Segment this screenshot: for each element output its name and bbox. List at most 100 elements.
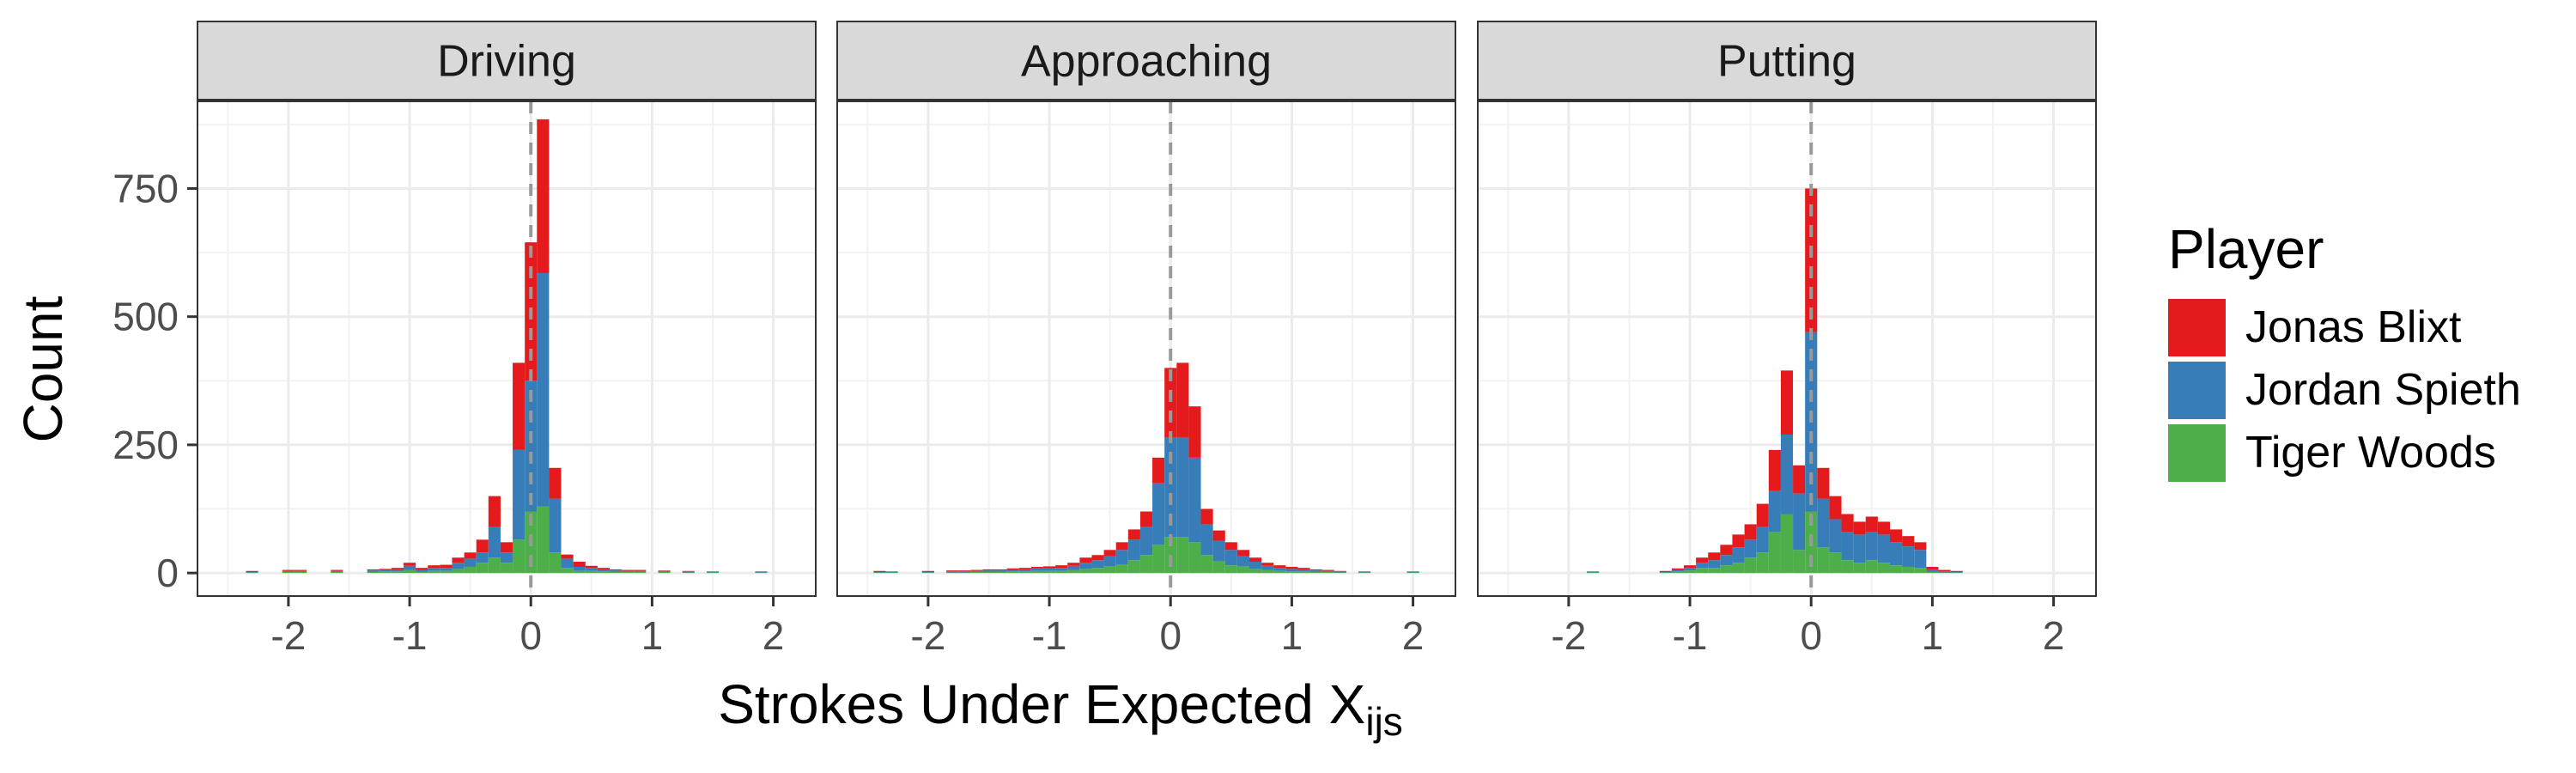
- bar-segment-jonas-blixt: [573, 562, 586, 567]
- bar-segment-jordan-spieth: [1926, 569, 1939, 572]
- bar-segment-tiger-woods: [1152, 545, 1165, 574]
- bar-segment-jonas-blixt: [1732, 534, 1745, 548]
- bar-segment-jonas-blixt: [1224, 542, 1237, 551]
- bar-segment-tiger-woods: [1890, 565, 1903, 574]
- bar-segment-jonas-blixt: [1018, 568, 1031, 569]
- y-tick-label: 0: [156, 551, 179, 595]
- bar-segment-tiger-woods: [1865, 560, 1878, 574]
- bar-segment-jordan-spieth: [573, 566, 586, 571]
- bar-segment-jordan-spieth: [1950, 571, 1963, 573]
- bar-segment-jordan-spieth: [367, 570, 380, 572]
- bar-segment-jonas-blixt: [513, 362, 526, 450]
- bar-segment-tiger-woods: [573, 570, 586, 574]
- bar-segment-tiger-woods: [1756, 552, 1769, 574]
- bar-segment-jonas-blixt: [1200, 508, 1213, 525]
- bar-segment-jonas-blixt: [1696, 557, 1709, 563]
- x-tick-label: 2: [2043, 613, 2065, 658]
- bar-segment-tiger-woods: [1224, 565, 1237, 574]
- facet-strip-label: Driving: [437, 37, 576, 87]
- bar-segment-jonas-blixt: [294, 569, 307, 571]
- bar-segment-jonas-blixt: [1079, 557, 1092, 563]
- bar-segment-jonas-blixt: [1030, 566, 1043, 569]
- bar-segment-tiger-woods: [958, 572, 971, 574]
- x-tick-label: -2: [910, 613, 945, 658]
- bar-segment-jonas-blixt: [1139, 511, 1153, 527]
- bar-segment-jordan-spieth: [1780, 434, 1794, 514]
- bar-segment-jonas-blixt: [1817, 467, 1830, 499]
- bar-segment-tiger-woods: [464, 566, 477, 574]
- bar-segment-tiger-woods: [1006, 571, 1019, 574]
- bar-segment-jonas-blixt: [440, 564, 453, 569]
- bar-segment-tiger-woods: [1914, 568, 1927, 574]
- bar-segment-tiger-woods: [1067, 569, 1080, 574]
- bar-segment-jordan-spieth: [537, 272, 550, 507]
- bar-segment-tiger-woods: [982, 571, 995, 574]
- bar-segment-jordan-spieth: [294, 570, 307, 572]
- panel-background: [197, 101, 816, 596]
- bar-segment-tiger-woods: [921, 572, 934, 574]
- bar-segment-jonas-blixt: [1744, 524, 1757, 540]
- bar-segment-jordan-spieth: [1030, 568, 1043, 571]
- bar-segment-tiger-woods: [1950, 572, 1963, 574]
- bar-segment-tiger-woods: [1236, 566, 1249, 574]
- bar-segment-jordan-spieth: [1018, 569, 1031, 572]
- bar-segment-jordan-spieth: [706, 571, 720, 573]
- x-tick-label: -1: [392, 613, 428, 658]
- bar-segment-jonas-blixt: [1309, 569, 1322, 571]
- bar-segment-jonas-blixt: [1236, 550, 1249, 557]
- bar-segment-jordan-spieth: [1358, 571, 1371, 573]
- y-tick-label: 500: [112, 295, 179, 339]
- bar-segment-tiger-woods: [1030, 570, 1043, 574]
- bar-segment-tiger-woods: [294, 571, 307, 574]
- bar-segment-jordan-spieth: [500, 552, 513, 563]
- x-axis-title-main: Strokes Under Expected X: [718, 673, 1365, 735]
- bar-segment-tiger-woods: [1708, 568, 1721, 574]
- bar-segment-jordan-spieth: [1659, 571, 1672, 573]
- bar-segment-jonas-blixt: [1406, 571, 1419, 572]
- bar-segment-jonas-blixt: [1212, 530, 1225, 541]
- bar-segment-jordan-spieth: [1890, 542, 1903, 566]
- bar-segment-jonas-blixt: [476, 539, 489, 553]
- bar-segment-jordan-spieth: [561, 558, 574, 569]
- bar-segment-jordan-spieth: [682, 571, 695, 573]
- bar-segment-jordan-spieth: [1684, 568, 1697, 571]
- bar-segment-jordan-spieth: [885, 571, 898, 573]
- bar-segment-jonas-blixt: [1756, 503, 1769, 527]
- bar-segment-jordan-spieth: [1043, 568, 1056, 571]
- bar-segment-jordan-spieth: [1139, 526, 1153, 556]
- bar-segment-jonas-blixt: [873, 570, 886, 572]
- bar-segment-jonas-blixt: [982, 569, 995, 571]
- bar-segment-jonas-blixt: [1853, 521, 1866, 535]
- bar-segment-jordan-spieth: [331, 570, 343, 572]
- bar-segment-jordan-spieth: [1176, 436, 1189, 538]
- bar-segment-jordan-spieth: [464, 558, 477, 567]
- bar-segment-jordan-spieth: [873, 571, 886, 573]
- bar-segment-jordan-spieth: [513, 449, 526, 540]
- bar-segment-jonas-blixt: [755, 571, 768, 572]
- x-axis-title: Strokes Under Expected Xijs: [718, 673, 1403, 744]
- bar-segment-jonas-blixt: [404, 563, 416, 566]
- bar-segment-jonas-blixt: [1127, 529, 1140, 540]
- bar-segment-jonas-blixt: [488, 496, 501, 527]
- bar-segment-jordan-spieth: [391, 569, 404, 572]
- bar-segment-tiger-woods: [1744, 557, 1757, 574]
- bar-segment-jordan-spieth: [1406, 571, 1419, 573]
- bar-segment-jordan-spieth: [440, 568, 453, 571]
- bar-segment-jordan-spieth: [1853, 534, 1866, 563]
- bar-segment-tiger-woods: [367, 571, 380, 574]
- legend-label-jordan-spieth: Jordan Spieth: [2245, 365, 2521, 415]
- bar-segment-tiger-woods: [1091, 568, 1104, 574]
- bar-segment-jonas-blixt: [622, 569, 635, 571]
- bar-segment-tiger-woods: [946, 572, 959, 574]
- bar-segment-jordan-spieth: [1103, 556, 1116, 567]
- bar-segment-tiger-woods: [440, 570, 453, 574]
- bar-segment-jonas-blixt: [1684, 565, 1697, 569]
- facet-strip-label: Approaching: [1021, 37, 1272, 87]
- bar-segment-jordan-spieth: [658, 570, 671, 572]
- bar-segment-jonas-blixt: [464, 552, 477, 559]
- bar-segment-jordan-spieth: [1732, 547, 1745, 563]
- bar-segment-jordan-spieth: [1902, 546, 1915, 567]
- x-tick-label: -2: [270, 613, 306, 658]
- bar-segment-tiger-woods: [1732, 563, 1745, 574]
